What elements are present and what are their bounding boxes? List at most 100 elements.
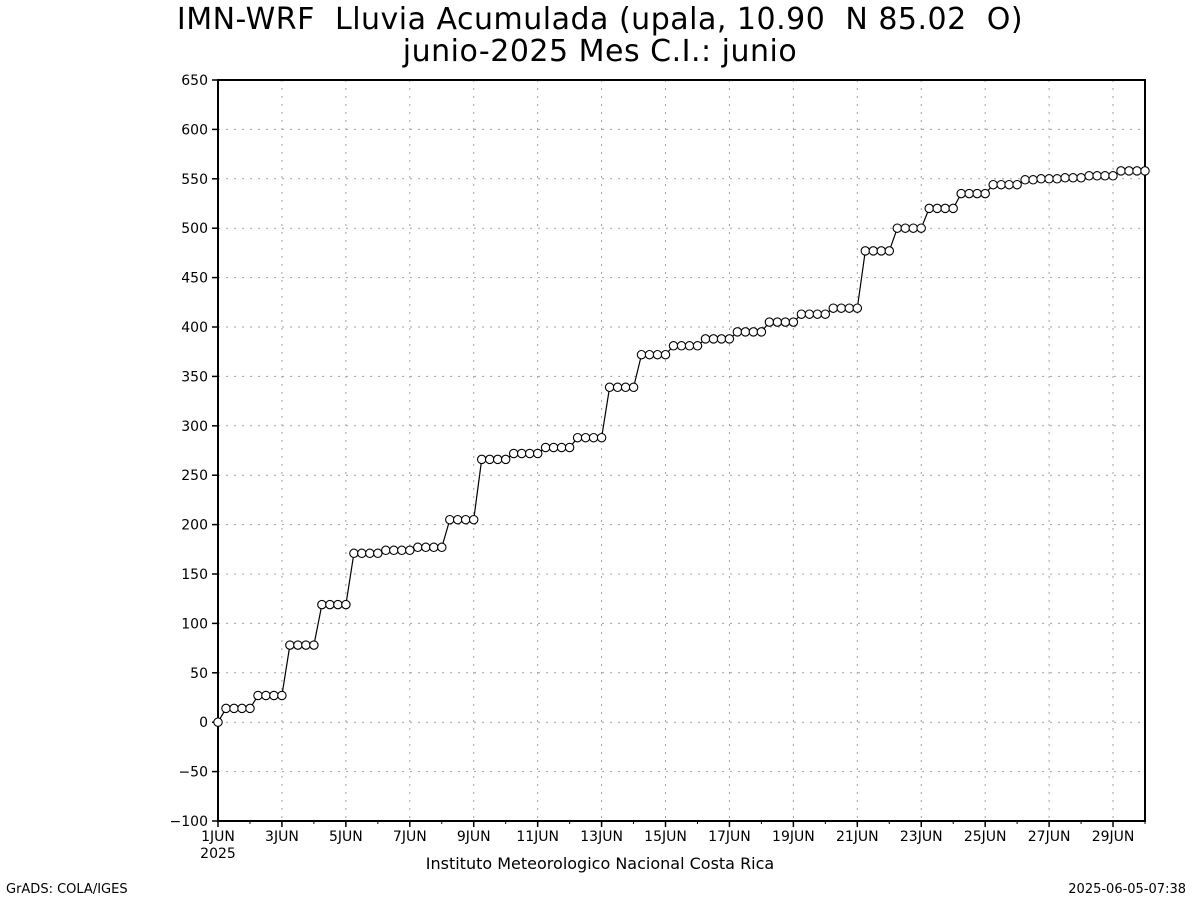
y-tick-label: 250 [181,468,208,484]
y-tick-label: 600 [181,122,208,138]
data-point [756,327,767,337]
data-point [1060,173,1070,183]
data-point [508,448,519,459]
data-point [868,246,879,256]
data-point [245,703,255,714]
data-point [405,545,415,556]
data-point [876,246,887,256]
x-tick-sublabel: 2025 [200,846,236,862]
data-point [692,341,703,351]
x-tick-label: 7JUN [393,829,427,845]
x-tick-label: 29JUN [1092,829,1135,845]
data-point [437,542,447,553]
data-point [916,223,926,233]
y-tick-label: 400 [181,320,208,336]
y-tick-label: 500 [181,221,208,237]
data-point [341,599,351,610]
data-point [365,548,375,559]
data-point [972,188,982,199]
x-tick-label: 9JUN [457,829,491,845]
data-point [940,203,950,214]
data-point [668,341,679,351]
footer-right-timestamp: 2025-06-05-07:38 [1068,882,1186,897]
x-tick-label: 23JUN [900,829,943,845]
data-point [708,334,719,344]
y-tick-label: −50 [178,765,208,781]
y-tick-label: −100 [170,814,208,830]
x-tick-label: 3JUN [265,829,299,845]
data-point [716,334,727,344]
x-tick-label: 17JUN [708,829,751,845]
y-tick-label: 200 [181,518,208,534]
data-point [1092,171,1102,181]
data-point [285,640,295,650]
chart-subtitle: junio-2025 Mes C.I.: junio [402,34,798,69]
data-point [644,349,655,360]
data-point [492,454,503,465]
data-point [748,327,759,337]
data-point [1108,171,1118,181]
data-point [484,454,495,465]
data-point [1084,171,1094,181]
data-point [556,442,567,453]
data-point [956,188,966,199]
data-point [317,599,327,610]
data-point [389,545,399,556]
data-point [301,640,311,650]
data-point [1004,179,1014,190]
chart-title: IMN-WRF Lluvia Acumulada (upala, 10.90 N… [176,2,1024,37]
data-point [221,703,231,714]
data-point [988,179,998,190]
data-point [452,514,463,525]
data-point [293,640,303,650]
data-point [516,448,527,459]
data-point [900,223,911,233]
data-point [884,246,895,256]
data-point [476,454,487,465]
x-tick-label: 15JUN [644,829,687,845]
data-point [796,309,807,319]
data-point [788,317,799,327]
data-point [237,703,247,714]
data-point [1068,173,1078,183]
grid [218,80,1145,821]
data-point [1028,175,1038,185]
x-tick-label: 25JUN [964,829,1007,845]
data-point [325,599,335,610]
data-point [381,545,391,556]
data-point [580,432,591,443]
y-tick-label: 650 [181,73,208,89]
series-line [217,170,1145,723]
data-point [429,542,439,553]
data-point [892,223,903,233]
footer-left-label: GrADS: COLA/IGES [6,882,128,897]
y-tick-label: 150 [181,567,208,583]
data-point [636,349,647,360]
data-point [1132,166,1142,176]
data-point [596,432,607,443]
y-tick-label: 450 [181,271,208,287]
x-tick-label: 5JUN [329,829,363,845]
data-point [468,514,479,525]
data-point [253,690,263,701]
y-tick-label: 50 [190,666,208,682]
data-point [357,548,367,559]
axes: −100 −50 0 50 100 150 200 250 300 350 400 450 500 550… [170,73,1146,862]
y-tick-label: 350 [181,369,208,385]
data-point [1100,171,1110,181]
data-point [948,203,958,214]
data-point [397,545,407,556]
data-point [652,349,663,360]
data-point [373,548,383,559]
data-point [277,690,287,701]
data-point [628,382,639,393]
data-point [780,317,791,327]
data-point [612,382,623,393]
data-point [932,203,942,214]
data-point [1052,174,1062,184]
data-point [333,599,343,610]
series-rain-accumulated [213,166,1150,727]
data-point [269,690,279,701]
data-point [820,309,831,319]
